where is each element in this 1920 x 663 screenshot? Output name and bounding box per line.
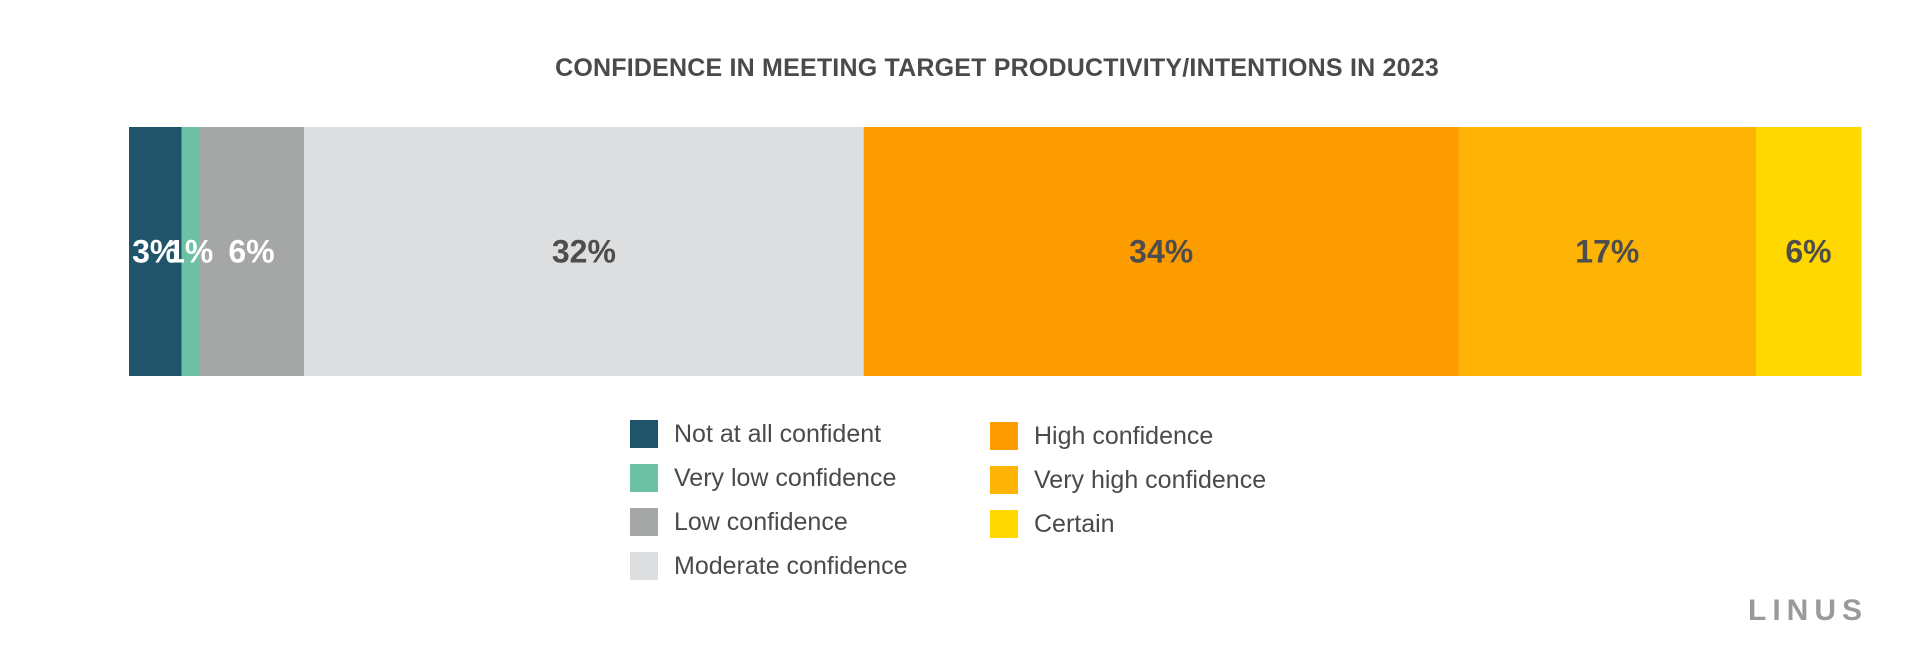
legend-item: Certain (990, 502, 1266, 546)
legend-swatch (990, 510, 1018, 538)
segment-labels: 3%1% 6% 32% 34% 17% 6% (132, 234, 1832, 270)
segment-label: 34% (1129, 234, 1193, 270)
legend-column-right: High confidence Very high confidence Certa… (990, 414, 1266, 546)
legend-label: High confidence (1034, 421, 1214, 450)
legend-label: Very low confidence (674, 463, 897, 492)
chart-title: CONFIDENCE IN MEETING TARGET PRODUCTIVIT… (555, 54, 1439, 82)
legend-item: Moderate confidence (630, 544, 907, 588)
segment-label: 6% (1785, 234, 1831, 270)
bar-segment (303, 127, 865, 376)
bar-segment (181, 127, 200, 376)
linus-logo: LINUS (1748, 594, 1868, 627)
bar-segment (863, 127, 1460, 376)
legend-swatch (630, 464, 658, 492)
legend-label: Not at all confident (674, 419, 882, 448)
segment-label: 17% (1575, 234, 1639, 270)
legend-item: Not at all confident (630, 412, 907, 456)
legend-swatch (990, 422, 1018, 450)
legend-label: Low confidence (674, 507, 848, 536)
bar-segment (1458, 127, 1757, 376)
bar-segment (1756, 127, 1862, 376)
legend-swatch (630, 552, 658, 580)
segment-label: 3% (132, 234, 178, 270)
bar-segment (129, 127, 182, 376)
legend-label: Certain (1034, 509, 1115, 538)
segment-label: 1% (167, 234, 213, 270)
legend-column-left: Not at all confident Very low confidence L… (630, 412, 907, 588)
legend-item: Low confidence (630, 500, 907, 544)
legend-label: Moderate confidence (674, 551, 908, 580)
bar-segments (129, 127, 1862, 376)
legend-swatch (630, 508, 658, 536)
legend-item: High confidence (990, 414, 1266, 458)
legend-item: Very high confidence (990, 458, 1266, 502)
segment-label: 6% (228, 234, 274, 270)
legend-swatch (630, 420, 658, 448)
legend-label: Very high confidence (1034, 465, 1267, 494)
legend-item: Very low confidence (630, 456, 907, 500)
legend-swatch (990, 466, 1018, 494)
bar-segment (198, 127, 305, 376)
segment-label: 32% (552, 234, 616, 270)
